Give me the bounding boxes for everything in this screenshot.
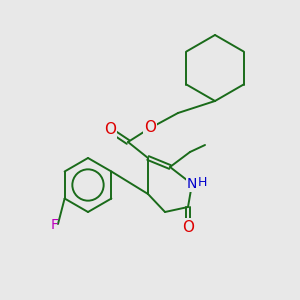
Text: O: O [144,121,156,136]
Text: O: O [182,220,194,235]
Text: F: F [51,218,59,232]
Text: N: N [187,177,197,191]
Text: H: H [197,176,207,190]
Text: O: O [104,122,116,137]
